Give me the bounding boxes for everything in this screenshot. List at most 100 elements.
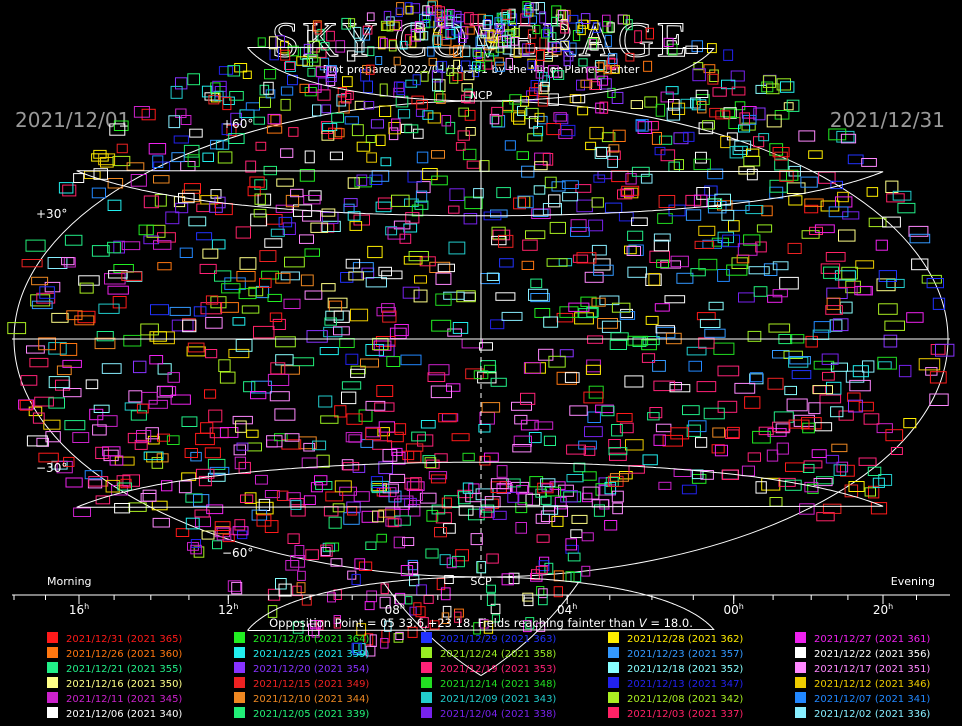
field-marker — [320, 415, 339, 424]
field-marker — [433, 34, 443, 45]
field-marker — [419, 31, 429, 41]
field-marker — [323, 326, 343, 338]
field-marker — [250, 213, 268, 227]
field-marker — [830, 362, 849, 372]
field-marker — [669, 384, 691, 393]
field-marker — [690, 97, 701, 109]
field-marker — [484, 53, 495, 62]
field-marker — [573, 462, 586, 473]
field-marker — [774, 151, 788, 161]
field-marker — [513, 197, 526, 210]
field-marker — [483, 15, 493, 26]
field-marker — [439, 27, 449, 40]
ra-tick-unit: h — [739, 602, 744, 611]
field-marker — [38, 452, 59, 463]
field-marker — [380, 157, 392, 167]
field-marker — [435, 293, 452, 306]
field-marker — [909, 233, 931, 244]
field-marker — [112, 155, 131, 167]
ra-tick-unit: h — [84, 602, 89, 611]
field-marker — [838, 229, 856, 242]
ra-axis-ticks: 16h 12h 08h 04h 00h 20h — [13, 595, 917, 617]
field-marker — [529, 476, 544, 488]
legend-swatch — [421, 662, 432, 673]
field-marker — [584, 271, 604, 283]
field-marker — [576, 199, 593, 213]
field-marker — [113, 120, 129, 131]
field-marker — [668, 204, 686, 217]
field-marker — [587, 37, 598, 50]
field-marker — [786, 99, 800, 112]
field-marker — [866, 187, 879, 197]
field-marker — [407, 450, 422, 463]
field-marker — [597, 318, 618, 329]
field-marker — [441, 413, 459, 422]
legend-label: 2021/12/25 (2021 359) — [253, 649, 369, 660]
field-marker — [143, 195, 159, 209]
field-marker — [726, 264, 748, 276]
field-marker — [641, 353, 656, 363]
field-marker — [709, 69, 719, 82]
legend-swatch — [47, 677, 58, 688]
field-marker — [704, 185, 718, 196]
field-marker — [149, 355, 164, 365]
field-marker — [255, 141, 267, 151]
field-marker — [626, 246, 641, 256]
field-marker — [371, 170, 390, 182]
field-marker — [406, 481, 425, 491]
field-marker — [64, 234, 83, 246]
field-marker — [353, 491, 370, 502]
field-marker — [455, 142, 466, 151]
field-marker — [411, 431, 426, 442]
field-marker — [557, 10, 569, 22]
field-marker — [97, 415, 118, 427]
field-marker — [73, 173, 85, 184]
field-marker — [32, 412, 45, 424]
legend-swatch — [47, 707, 58, 718]
field-marker — [341, 391, 357, 405]
field-marker — [387, 518, 399, 528]
field-marker — [364, 601, 375, 611]
field-marker — [523, 597, 534, 607]
field-marker — [599, 295, 620, 306]
field-marker — [619, 311, 636, 320]
field-marker — [744, 396, 761, 409]
field-marker — [463, 91, 475, 104]
field-marker — [358, 643, 366, 656]
field-marker — [694, 240, 715, 250]
field-marker — [349, 221, 363, 231]
field-marker — [608, 439, 621, 449]
field-marker — [479, 411, 495, 425]
field-marker — [337, 87, 347, 98]
field-marker — [535, 2, 546, 15]
field-marker — [134, 439, 148, 450]
field-marker — [538, 84, 549, 95]
field-marker — [743, 156, 761, 167]
field-marker — [159, 386, 177, 397]
field-marker — [886, 193, 905, 203]
field-marker — [587, 335, 604, 344]
field-marker — [892, 190, 912, 201]
field-marker — [627, 230, 644, 241]
field-marker — [444, 575, 454, 584]
field-marker — [530, 293, 550, 303]
field-marker — [588, 219, 604, 232]
field-marker — [202, 152, 214, 163]
field-marker — [141, 391, 158, 405]
field-marker — [662, 434, 683, 447]
field-marker — [566, 444, 586, 455]
field-marker — [816, 512, 835, 522]
field-marker — [645, 273, 662, 286]
field-marker — [435, 512, 452, 524]
field-marker — [190, 451, 202, 462]
field-marker — [738, 292, 755, 303]
field-marker — [767, 377, 784, 390]
field-marker — [414, 200, 429, 210]
dec-line-minus30 — [76, 461, 884, 508]
field-marker — [834, 270, 856, 281]
field-marker — [416, 181, 431, 194]
field-marker — [804, 204, 819, 214]
field-marker — [609, 339, 628, 350]
field-marker — [416, 151, 429, 164]
field-marker — [240, 494, 254, 503]
